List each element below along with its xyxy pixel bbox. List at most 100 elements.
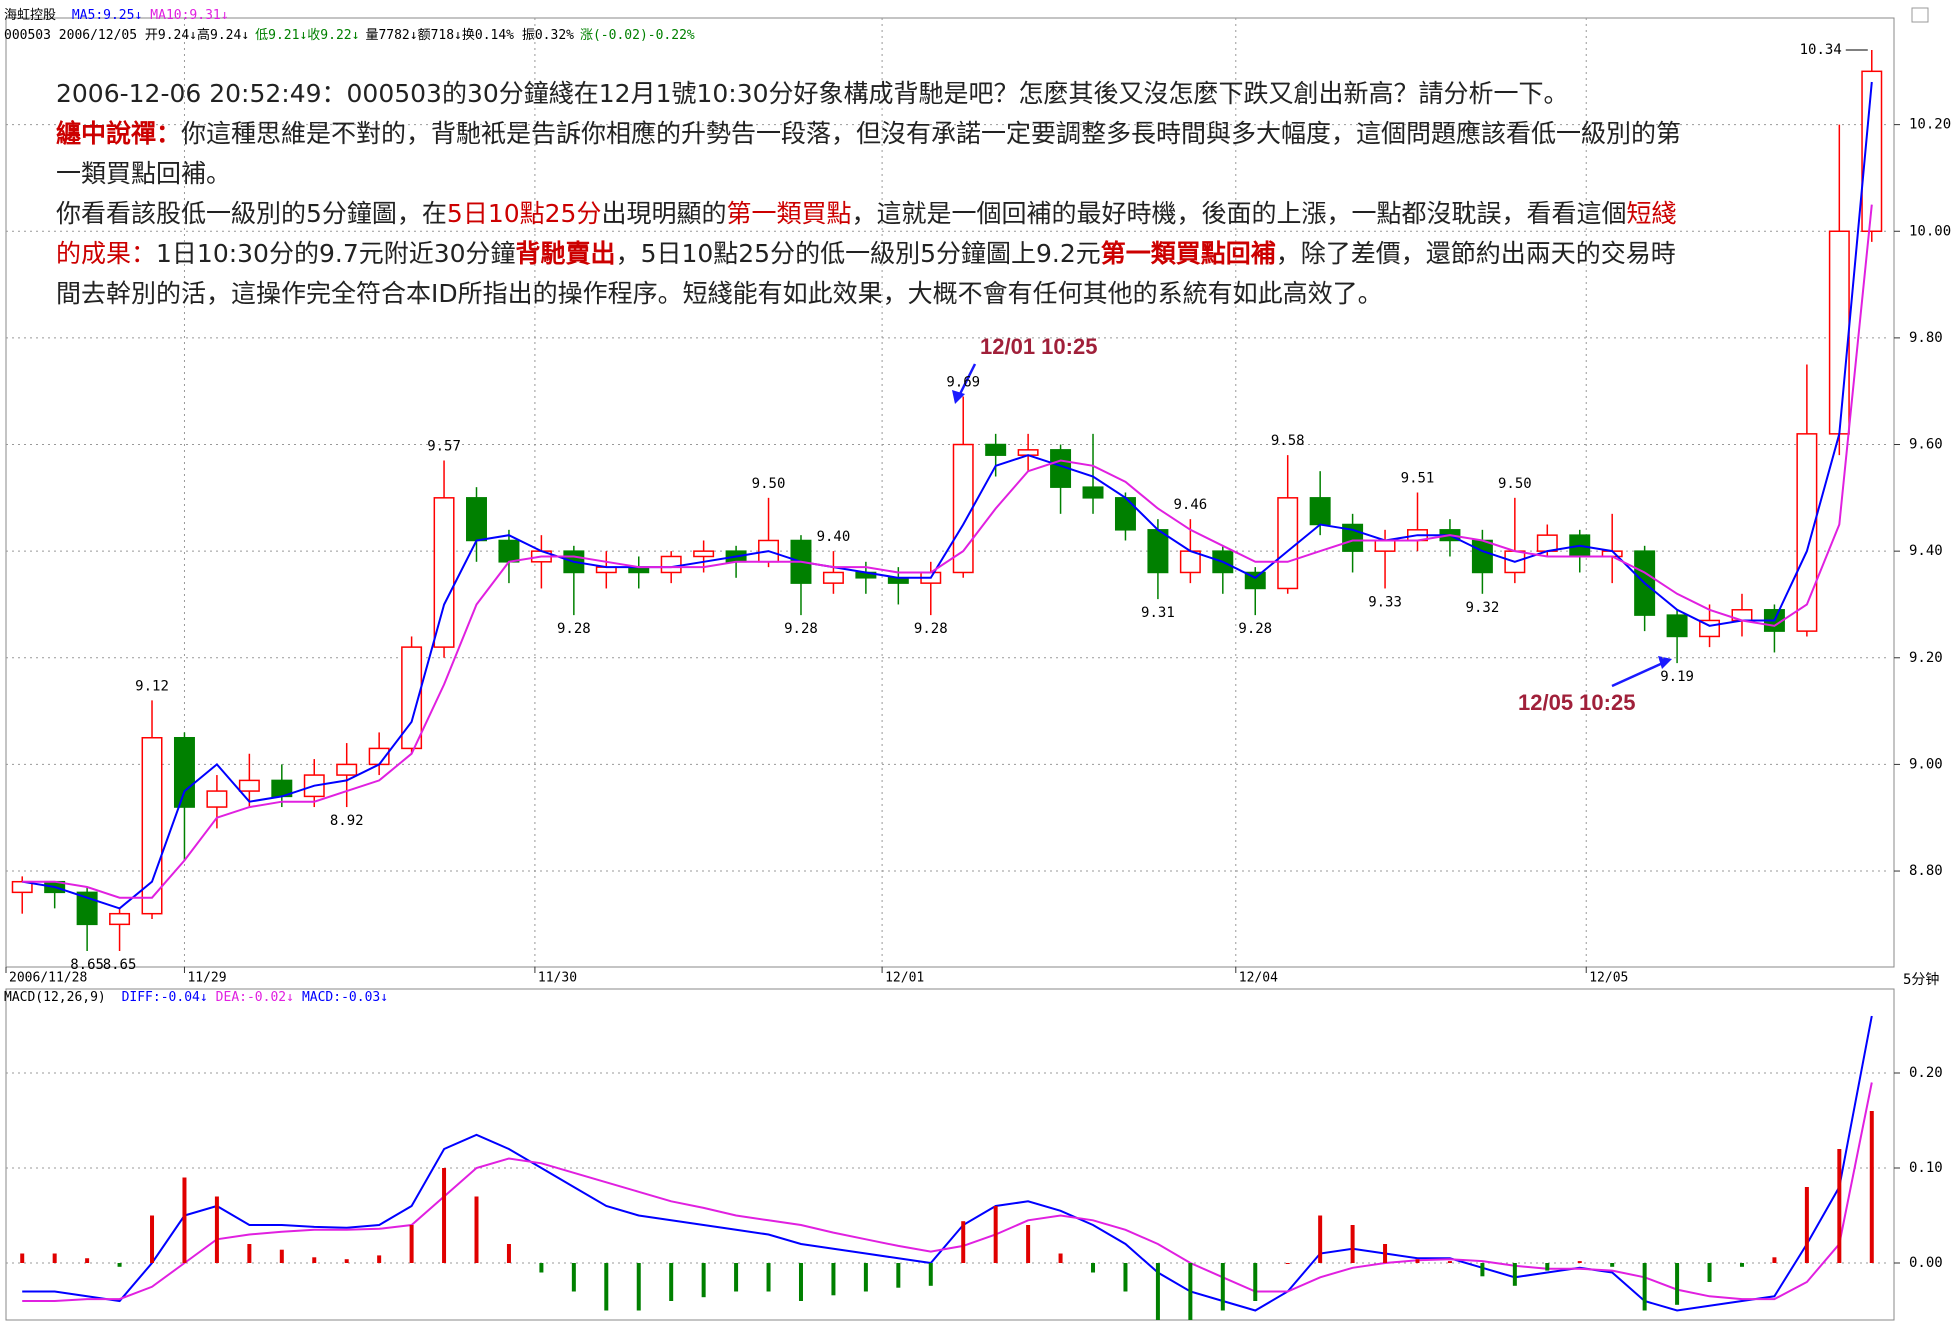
macd-bar [1350, 1225, 1355, 1263]
legend-entry: DEA:-0.02↓ [215, 990, 294, 1005]
macd-bar [896, 1263, 901, 1288]
macd-bar [928, 1263, 933, 1286]
legend-entry: DIFF:-0.04↓ [121, 990, 208, 1005]
callout: 12/05 10:25 [1518, 690, 1636, 715]
candle-body [109, 912, 131, 926]
price-annotation: 9.28 [914, 621, 948, 637]
candle-body [466, 497, 487, 542]
ma-line [22, 81, 1873, 910]
legend-entry: MACD:-0.03↓ [301, 990, 389, 1005]
macd-bar [1804, 1187, 1809, 1263]
candle-body [1828, 230, 1850, 435]
macd-bar [1739, 1263, 1744, 1267]
candle-body [1114, 497, 1136, 531]
macd-line [22, 1015, 1873, 1312]
macd-bar [798, 1263, 803, 1301]
candle-body [822, 571, 844, 584]
macd-bar [1675, 1263, 1680, 1305]
candle-body [206, 790, 228, 808]
macd-bar [1026, 1225, 1031, 1263]
y-tick-label: 9.20 [1909, 650, 1943, 666]
callout-arrow [956, 363, 977, 399]
y-tick-label: 8.80 [1909, 863, 1943, 879]
y-tick-label: 9.00 [1909, 756, 1943, 772]
macd-bar [409, 1225, 414, 1263]
macd-bar [863, 1263, 868, 1292]
header-info: 000503 2006/12/05 开9.24↓高9.24↓ 低9.21↓收9.2… [4, 24, 701, 43]
y-tick-label: 0.20 [1909, 1065, 1943, 1081]
text-run: 短綫的成果： [56, 199, 1677, 268]
price-annotation: 8.65 [103, 957, 137, 973]
x-tick-label: 11/30 [538, 971, 577, 986]
y-tick-label: 9.40 [1909, 543, 1943, 559]
period-label: 5分钟 [1903, 971, 1939, 988]
candle-body [1374, 539, 1396, 552]
y-tick-label: 0.00 [1909, 1255, 1943, 1271]
text-run: 1日10:30分的9.7元附近30分鐘 [156, 239, 516, 268]
legend-entry: MA10:9.31↓ [150, 8, 229, 23]
x-tick-label: 12/01 [885, 971, 924, 986]
y-tick-label: 9.80 [1909, 330, 1943, 346]
text-run: 第一類買點回補 [1100, 239, 1276, 268]
macd-bar [1058, 1253, 1063, 1263]
macd-bar [1545, 1263, 1550, 1271]
y-tick-label: 0.10 [1909, 1160, 1943, 1176]
stock-name: 海虹控股 [4, 8, 57, 23]
macd-bar [766, 1263, 771, 1292]
price-annotation: 9.12 [135, 678, 169, 694]
x-tick-label: 12/05 [1589, 971, 1628, 986]
info-text: 低9.21↓收9.22↓ [255, 28, 360, 43]
info-text: 000503 2006/12/05 开9.24↓高9.24↓ [4, 28, 250, 43]
macd-bar [1383, 1244, 1388, 1263]
macd-bar [442, 1168, 447, 1263]
price-annotation: 9.19 [1660, 669, 1694, 685]
paragraph: 纏中說禪：你這種思維是不對的，背馳衹是告訴你相應的升勢告一段落，但沒有承諾一定要… [56, 114, 1686, 194]
macd-bar [701, 1263, 706, 1298]
macd-bar [1123, 1263, 1128, 1292]
price-annotation: 9.28 [557, 621, 591, 637]
macd-bar [1285, 1263, 1290, 1264]
macd-bar [1772, 1257, 1777, 1263]
info-text: 量7782↓额718↓换0.14% 振0.32% [365, 28, 574, 43]
macd-bar [1188, 1263, 1193, 1320]
macd-bar [961, 1221, 966, 1263]
price-annotation: 9.51 [1401, 471, 1435, 487]
macd-bar [539, 1263, 544, 1273]
candle-body [433, 497, 455, 648]
ma-line [22, 204, 1873, 899]
price-annotation: 9.50 [752, 476, 786, 492]
macd-bar [604, 1263, 609, 1311]
candle-body [693, 550, 715, 558]
macd-bar [474, 1196, 479, 1263]
candle-body [985, 443, 1007, 456]
text-run: ，5日10點25分的低一級別5分鐘圖上9.2元 [615, 239, 1101, 268]
window-icon[interactable] [1911, 7, 1929, 23]
macd-bar [1577, 1261, 1582, 1263]
macd-bar [1610, 1263, 1615, 1267]
macd-bar [1155, 1263, 1160, 1320]
paragraph: 你看看該股低一級別的5分鐘圖，在5日10點25分出現明顯的第一類買點，這就是一個… [56, 194, 1686, 314]
y-tick-label: 10.00 [1909, 223, 1951, 239]
paragraph: 2006-12-06 20:52:49：000503的30分鐘綫在12月1號10… [56, 74, 1686, 114]
main-frame [5, 17, 1895, 968]
macd-bar [1415, 1259, 1420, 1263]
text-run: 2006-12-06 20:52:49：000503的30分鐘綫在12月1號10… [56, 79, 1569, 108]
macd-bar [312, 1257, 317, 1263]
macd-title: MACD(12,26,9) [4, 990, 106, 1005]
candle-body [952, 443, 974, 574]
macd-bar [1253, 1263, 1258, 1301]
candle-body [1796, 433, 1818, 632]
price-annotation: 9.32 [1466, 600, 1500, 616]
price-annotation: 9.50 [1498, 476, 1532, 492]
price-annotation: 9.40 [817, 529, 851, 545]
candle-body [401, 646, 423, 750]
post-text: 2006-12-06 20:52:49：000503的30分鐘綫在12月1號10… [56, 74, 1686, 314]
x-tick-label: 12/04 [1239, 971, 1278, 986]
price-annotation: 8.65 [70, 957, 104, 973]
legend-entry: MA5:9.25↓ [71, 8, 143, 23]
text-run: 你這種思維是不對的，背馳衹是告訴你相應的升勢告一段落，但沒有承諾一定要調整多長時… [56, 119, 1682, 188]
macd-bar [214, 1196, 219, 1263]
macd-bar [831, 1263, 836, 1296]
candle-body [1666, 614, 1688, 638]
